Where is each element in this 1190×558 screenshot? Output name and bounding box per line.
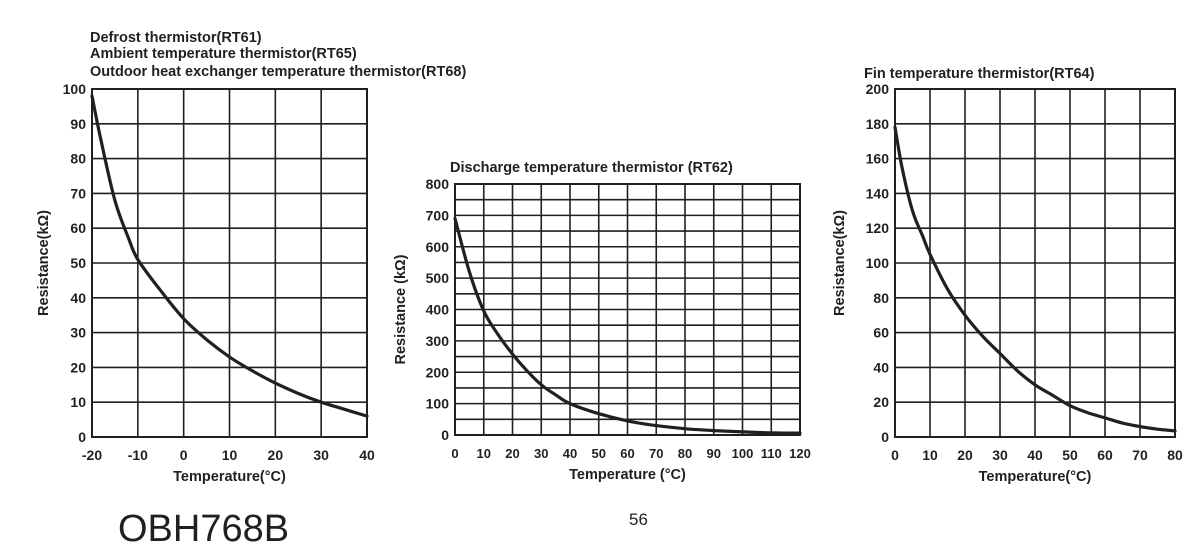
y-tick-label: 200 <box>866 81 890 97</box>
x-axis-label: Temperature(°C) <box>979 469 1092 485</box>
y-tick-label: 200 <box>426 364 450 380</box>
plot-frame <box>894 88 1176 438</box>
y-tick-label: 700 <box>426 207 450 223</box>
chart-title-line: Defrost thermistor(RT61) <box>90 30 262 46</box>
y-tick-label: 70 <box>70 185 86 201</box>
x-tick-label: 60 <box>620 446 634 461</box>
document-code: OBH768B <box>118 508 290 550</box>
x-tick-label: 110 <box>761 446 782 461</box>
x-tick-label: 120 <box>789 446 811 461</box>
x-axis-label: Temperature (°C) <box>569 467 686 483</box>
y-tick-label: 0 <box>78 429 86 445</box>
x-tick-label: 10 <box>922 447 938 463</box>
chart-title-line: Outdoor heat exchanger temperature therm… <box>90 64 466 80</box>
x-tick-label: 70 <box>649 446 663 461</box>
y-tick-label: 180 <box>866 116 890 132</box>
y-tick-label: 500 <box>426 270 450 286</box>
y-tick-label: 30 <box>70 325 86 341</box>
y-tick-label: 50 <box>70 255 86 271</box>
y-tick-label: 400 <box>426 302 450 318</box>
y-tick-label: 80 <box>873 290 889 306</box>
x-tick-label: 40 <box>1027 447 1043 463</box>
y-tick-label: 800 <box>426 176 450 192</box>
y-tick-label: 300 <box>426 333 450 349</box>
chart-title-line: Ambient temperature thermistor(RT65) <box>90 46 357 62</box>
x-tick-label: 70 <box>1132 447 1148 463</box>
x-tick-label: 40 <box>359 447 375 463</box>
x-tick-label: 30 <box>534 446 548 461</box>
series-line <box>453 216 802 435</box>
x-tick-label: 20 <box>957 447 973 463</box>
x-tick-label: 30 <box>313 447 329 463</box>
chart-title-line: Fin temperature thermistor(RT64) <box>864 66 1095 82</box>
y-tick-label: 120 <box>866 220 890 236</box>
y-tick-label: 0 <box>881 429 889 445</box>
x-tick-label: 20 <box>505 446 519 461</box>
y-tick-label: 20 <box>70 359 86 375</box>
y-tick-label: 60 <box>70 220 86 236</box>
y-tick-label: 140 <box>866 185 890 201</box>
x-tick-label: -20 <box>82 447 102 463</box>
chart-1: Defrost thermistor(RT61)Ambient temperat… <box>36 30 466 485</box>
x-tick-label: 90 <box>707 446 721 461</box>
x-tick-label: 20 <box>268 447 284 463</box>
y-tick-label: 600 <box>426 239 450 255</box>
y-tick-label: 160 <box>866 151 890 167</box>
y-axis-label: Resistance (kΩ) <box>393 254 409 364</box>
x-tick-label: 100 <box>732 446 754 461</box>
x-tick-label: 10 <box>477 446 491 461</box>
y-tick-label: 60 <box>873 325 889 341</box>
x-tick-label: 10 <box>222 447 238 463</box>
x-tick-label: 60 <box>1097 447 1113 463</box>
y-tick-label: 100 <box>426 396 450 412</box>
series-line <box>90 94 369 418</box>
y-tick-label: 20 <box>873 394 889 410</box>
x-tick-label: 0 <box>451 446 458 461</box>
chart-title-line: Discharge temperature thermistor (RT62) <box>450 160 733 176</box>
series-line <box>893 125 1177 433</box>
y-tick-label: 100 <box>866 255 890 271</box>
y-tick-label: 90 <box>70 116 86 132</box>
y-axis-label: Resistance(kΩ) <box>36 210 52 316</box>
x-tick-label: -10 <box>128 447 148 463</box>
x-tick-label: 80 <box>678 446 692 461</box>
y-tick-label: 0 <box>441 427 449 443</box>
x-tick-label: 0 <box>891 447 899 463</box>
plot-frame <box>91 88 368 438</box>
y-tick-label: 40 <box>70 290 86 306</box>
x-axis-label: Temperature(°C) <box>173 469 286 485</box>
chart-2: Discharge temperature thermistor (RT62) 0… <box>393 160 811 483</box>
x-tick-label: 40 <box>563 446 577 461</box>
page-number: 56 <box>629 510 648 529</box>
plot-frame <box>454 183 801 436</box>
chart-3: Fin temperature thermistor(RT64) 0 20 40 60 8… <box>832 66 1183 485</box>
x-tick-label: 80 <box>1167 447 1183 463</box>
x-tick-label: 50 <box>592 446 606 461</box>
y-tick-label: 40 <box>873 359 889 375</box>
y-tick-label: 10 <box>70 394 86 410</box>
x-tick-label: 50 <box>1062 447 1078 463</box>
y-tick-label: 80 <box>70 151 86 167</box>
x-tick-label: 30 <box>992 447 1008 463</box>
y-axis-label: Resistance(kΩ) <box>832 210 848 316</box>
x-tick-label: 0 <box>180 447 188 463</box>
y-tick-label: 100 <box>63 81 87 97</box>
